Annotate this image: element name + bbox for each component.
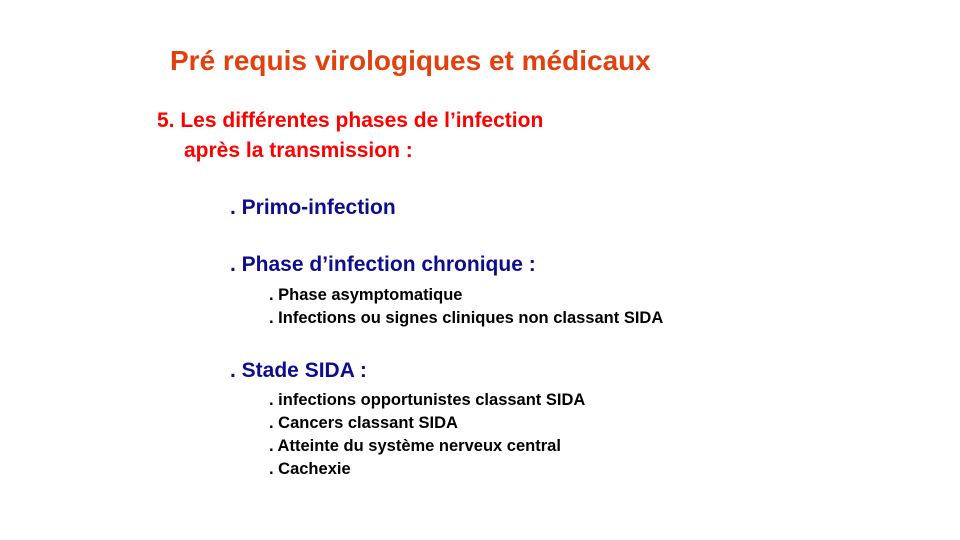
list-item: . infections opportunistes classant SIDA (269, 391, 586, 409)
list-item: . Cancers classant SIDA (269, 414, 458, 432)
section-heading: 5. Les différentes phases de l’infection… (157, 106, 543, 166)
section-heading-line-1: 5. Les différentes phases de l’infection (157, 109, 544, 132)
aids-stage-list: . infections opportunistes classant SIDA… (269, 389, 585, 481)
list-item: . Cachexie (269, 460, 351, 478)
chronic-phase-list: . Phase asymptomatique . Infections ou s… (269, 284, 663, 330)
list-item: . Phase asymptomatique (269, 286, 463, 304)
slide-title: Pré requis virologiques et médicaux (170, 45, 651, 76)
phase-primo-infection: . Primo-infection (230, 196, 396, 219)
list-item: . Atteinte du système nerveux central (269, 437, 561, 455)
list-item: . Infections ou signes cliniques non cla… (269, 309, 664, 327)
phase-aids-stage: . Stade SIDA : (230, 359, 367, 382)
phase-chronic-infection: . Phase d’infection chronique : (230, 253, 536, 276)
section-heading-line-2: après la transmission : (184, 139, 413, 162)
